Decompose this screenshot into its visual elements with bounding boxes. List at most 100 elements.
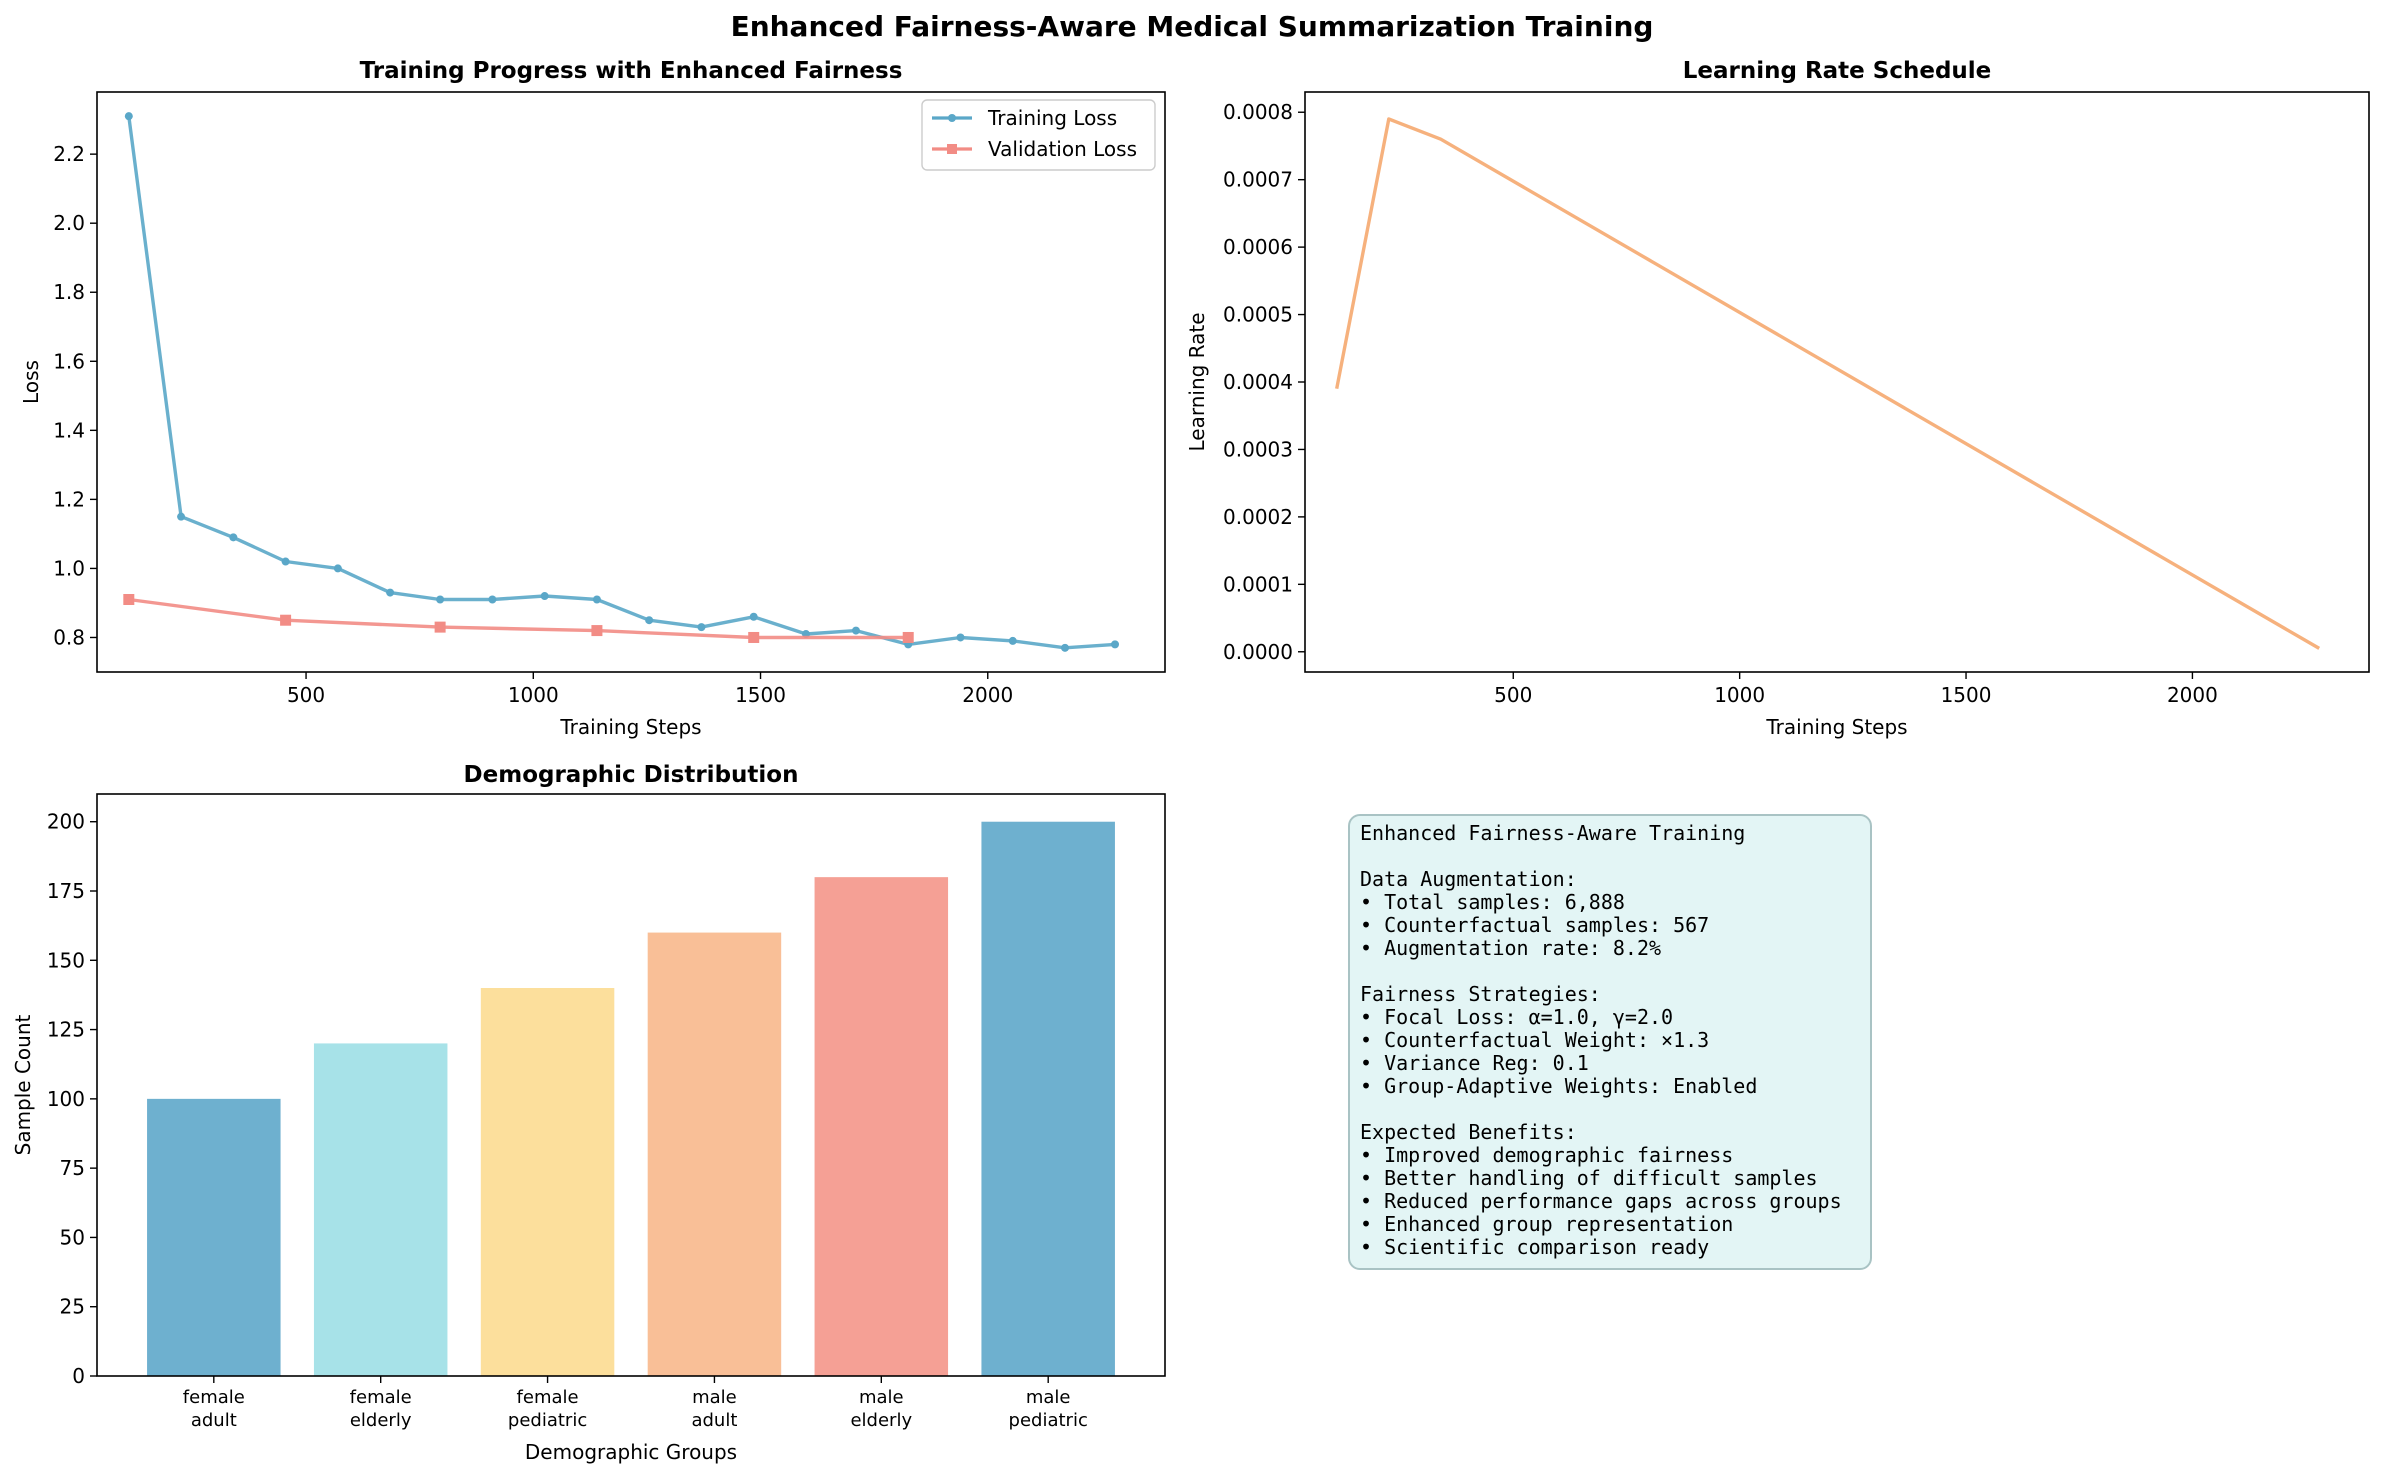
training-loss-point [436, 595, 445, 604]
learning-rate-chart: Learning Rate Schedule 500 1000 1500 2000 0.… [1185, 58, 2370, 739]
x-tick-label: 500 [1494, 683, 1532, 707]
bar-male-elderly [814, 877, 949, 1376]
training-progress-xlabel: Training Steps [559, 715, 701, 739]
learning-rate-title: Learning Rate Schedule [1683, 58, 1992, 84]
training-loss-point [177, 512, 186, 521]
y-tick-label: 1.8 [53, 280, 85, 304]
y-tick-label: 0.0002 [1223, 505, 1293, 529]
legend-training-loss-marker [948, 114, 956, 122]
y-tick-label: 0.8 [53, 625, 85, 649]
series-line-learning-rate [1335, 117, 2321, 650]
x-tick-label: 1500 [1941, 683, 1992, 707]
training-loss-point [645, 616, 654, 625]
y-tick-label: 1.6 [53, 349, 85, 373]
y-tick-label: 100 [47, 1087, 85, 1111]
x-tick-label: elderly [350, 1410, 412, 1431]
legend-validation-loss-marker [947, 144, 957, 154]
x-tick-label: female [350, 1387, 412, 1408]
y-tick-label: 1.4 [53, 418, 85, 442]
y-tick-label: 0.0000 [1223, 640, 1293, 664]
y-tick-label: 75 [60, 1156, 85, 1180]
demographic-distribution-title: Demographic Distribution [464, 762, 799, 788]
x-tick-label: adult [691, 1410, 737, 1431]
x-tick-label: 500 [287, 683, 325, 707]
figure-title: Enhanced Fairness-Aware Medical Summariz… [731, 10, 1654, 43]
training-progress-frame [96, 91, 1166, 673]
learning-rate-xlabel: Training Steps [1765, 715, 1907, 739]
legend-training-loss-label: Training Loss [987, 106, 1117, 130]
y-tick-label: 150 [47, 948, 85, 972]
bar-male-pediatric [981, 821, 1115, 1376]
info-line: • Group-Adaptive Weights: Enabled [1360, 1074, 1758, 1098]
training-loss-point [1111, 640, 1120, 649]
training-progress-chart: Training Progress with Enhanced Fairness… [19, 58, 1166, 739]
x-tick-label: 2000 [2167, 683, 2218, 707]
y-tick-label: 2.0 [53, 211, 85, 235]
info-line: • Better handling of difficult samples [1360, 1166, 1818, 1190]
training-loss-point [488, 595, 497, 604]
demographic-distribution-chart: Demographic Distribution 0 25 50 75 100 125 15… [11, 762, 1166, 1464]
info-line: • Focal Loss: α=1.0, γ=2.0 [1360, 1005, 1674, 1029]
bar-female-pediatric [480, 988, 615, 1376]
y-tick-label: 50 [60, 1225, 85, 1249]
info-line: Fairness Strategies: [1360, 982, 1601, 1006]
x-tick-label: male [692, 1387, 737, 1408]
training-loss-point [229, 533, 238, 542]
y-tick-label: 0.0001 [1223, 572, 1293, 596]
y-tick-label: 2.2 [53, 142, 85, 166]
y-tick-label: 0.0008 [1223, 100, 1293, 124]
demographic-distribution-ylabel: Sample Count [11, 1014, 35, 1155]
training-loss-point [333, 564, 342, 573]
bar-female-elderly [313, 1043, 448, 1376]
training-loss-point [281, 557, 290, 566]
y-tick-label: 125 [47, 1018, 85, 1042]
y-tick-label: 25 [60, 1295, 85, 1319]
training-loss-point [697, 623, 706, 632]
info-line: Data Augmentation: [1360, 867, 1577, 891]
x-tick-label: 1000 [508, 683, 559, 707]
x-tick-label: pediatric [1009, 1410, 1088, 1431]
training-loss-point [851, 626, 860, 635]
y-tick-label: 1.0 [53, 556, 85, 580]
info-line: Expected Benefits: [1360, 1120, 1577, 1144]
training-loss-point [749, 612, 758, 621]
y-tick-label: 0.0005 [1223, 303, 1293, 327]
validation-loss-point [591, 625, 603, 637]
x-tick-label: 1000 [1714, 683, 1765, 707]
legend-frame [921, 99, 1156, 171]
training-loss-point [540, 592, 549, 601]
training-loss-point [1061, 643, 1070, 652]
info-line: • Augmentation rate: 8.2% [1360, 936, 1662, 960]
x-tick-label: female [183, 1387, 245, 1408]
x-tick-label: elderly [850, 1410, 912, 1431]
training-progress-ylabel: Loss [19, 360, 43, 404]
info-line: Enhanced Fairness-Aware Training [1360, 821, 1746, 845]
validation-loss-point [748, 631, 760, 643]
x-tick-label: 2000 [962, 683, 1013, 707]
validation-loss-point [434, 621, 446, 633]
info-line: • Counterfactual Weight: ×1.3 [1360, 1028, 1710, 1052]
bar-female-adult [147, 1098, 281, 1376]
series-line-training-loss [127, 115, 1116, 650]
x-tick-label: male [859, 1387, 904, 1408]
y-tick-label: 175 [47, 879, 85, 903]
x-tick-label: pediatric [508, 1410, 587, 1431]
y-tick-label: 1.2 [53, 487, 85, 511]
series-line-validation-loss [128, 597, 909, 640]
validation-loss-point [902, 631, 914, 643]
training-info-box: Enhanced Fairness-Aware Training Data Aug… [1348, 814, 1872, 1270]
info-line: • Counterfactual samples: 567 [1360, 913, 1710, 937]
y-tick-label: 0.0004 [1223, 370, 1293, 394]
info-line: • Scientific comparison ready [1360, 1235, 1710, 1259]
y-tick-label: 0.0006 [1223, 235, 1293, 259]
bar-male-adult [647, 932, 782, 1376]
x-tick-label: female [517, 1387, 579, 1408]
info-line: • Reduced performance gaps across groups [1360, 1189, 1842, 1213]
info-line [1360, 845, 1860, 868]
y-tick-label: 200 [47, 810, 85, 834]
y-tick-label: 0 [72, 1364, 85, 1388]
info-line: • Improved demographic fairness [1360, 1143, 1734, 1167]
training-progress-legend: Training Loss Validation Loss [921, 99, 1156, 171]
info-line: • Variance Reg: 0.1 [1360, 1051, 1589, 1075]
